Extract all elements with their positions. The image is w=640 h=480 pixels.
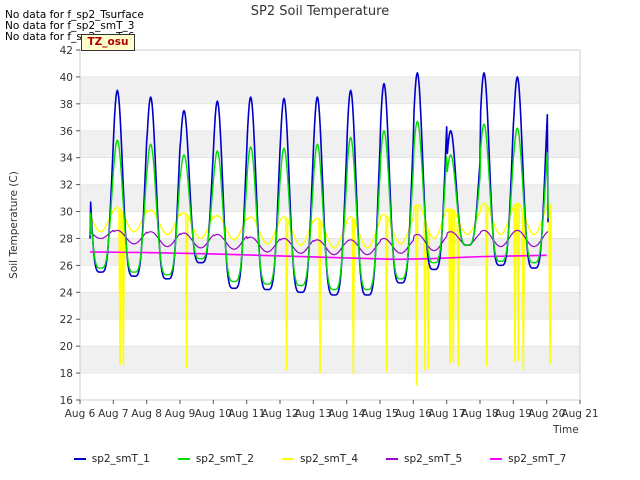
legend-item-smT-2: sp2_smT_2 bbox=[177, 453, 254, 465]
x-tick-label: Aug 18 bbox=[461, 408, 498, 420]
y-tick-label: 28 bbox=[60, 233, 73, 245]
x-tick-label: Aug 6 bbox=[65, 408, 96, 420]
series-dropout-smT-4 bbox=[351, 218, 356, 375]
series-dropout-smT-4 bbox=[513, 204, 517, 363]
y-tick-label: 26 bbox=[60, 260, 74, 272]
series-dropout-smT-4 bbox=[414, 204, 419, 386]
legend-item-smT-1: sp2_smT_1 bbox=[73, 453, 150, 465]
legend-label-smT-5: sp2_smT_5 bbox=[404, 453, 463, 465]
legend-item-smT-7: sp2_smT_7 bbox=[490, 453, 566, 465]
x-tick-label: Aug 13 bbox=[295, 408, 332, 420]
y-tick-label: 30 bbox=[60, 207, 73, 219]
x-tick-label: Aug 20 bbox=[528, 408, 565, 420]
series-dropout-smT-4 bbox=[121, 214, 126, 366]
series-line-smT-7 bbox=[89, 251, 547, 261]
legend: sp2_smT_1 sp2_smT_2 sp2_smT_4 sp2_smT_5 … bbox=[0, 453, 640, 465]
nodata-message-2: No data for f_sp2_smT_3 bbox=[5, 20, 135, 32]
y-tick-label: 22 bbox=[60, 314, 73, 326]
grid-band bbox=[80, 184, 580, 212]
grid-band bbox=[80, 292, 580, 320]
x-tick-label: Aug 12 bbox=[261, 408, 298, 420]
grid-band bbox=[80, 346, 580, 374]
x-tick-label: Aug 17 bbox=[428, 408, 465, 420]
series-dropout-smT-4 bbox=[456, 220, 461, 367]
legend-swatch-smT-4 bbox=[281, 458, 294, 460]
y-tick-label: 32 bbox=[60, 180, 73, 192]
y-tick-label: 20 bbox=[60, 341, 73, 353]
y-tick-label: 40 bbox=[60, 72, 73, 84]
x-tick-label: Aug 9 bbox=[165, 408, 196, 420]
y-tick-label: 24 bbox=[60, 287, 74, 299]
legend-swatch-smT-5 bbox=[386, 458, 399, 460]
nodata-message-1: No data for f_sp2_Tsurface bbox=[5, 9, 144, 21]
series-line-smT-4 bbox=[89, 202, 549, 249]
legend-label-smT-7: sp2_smT_7 bbox=[508, 453, 567, 465]
series-dropout-smT-4 bbox=[184, 214, 189, 368]
y-axis: 16 18 20 22 24 26 28 30 32 34 36 38 40 42 bbox=[60, 45, 80, 407]
x-tick-label: Aug 19 bbox=[495, 408, 532, 420]
legend-swatch-smT-7 bbox=[490, 458, 503, 460]
series-dropout-smT-4 bbox=[426, 230, 431, 370]
x-tick-label: Aug 11 bbox=[228, 408, 265, 420]
y-tick-label: 36 bbox=[60, 126, 74, 138]
legend-label-smT-2: sp2_smT_2 bbox=[195, 453, 254, 465]
legend-label-smT-4: sp2_smT_4 bbox=[299, 453, 359, 465]
x-tick-label: Aug 10 bbox=[195, 408, 232, 420]
grid-bands bbox=[80, 76, 580, 401]
plot-frame bbox=[79, 49, 581, 401]
x-tick-label: Aug 7 bbox=[98, 408, 129, 420]
x-tick-label: Aug 14 bbox=[328, 408, 366, 420]
series-line-smT-2 bbox=[89, 120, 549, 291]
x-tick-label: Aug 8 bbox=[131, 408, 162, 420]
x-axis-label: Time bbox=[553, 424, 579, 436]
timezone-badge: TZ_osu bbox=[81, 34, 135, 51]
legend-item-smT-4: sp2_smT_4 bbox=[281, 453, 359, 465]
grid-band bbox=[80, 76, 580, 104]
y-axis-label: Soil Temperature (C) bbox=[8, 171, 20, 279]
series-lines bbox=[89, 72, 552, 386]
x-tick-label: Aug 21 bbox=[561, 408, 598, 420]
series-dropout-smT-4 bbox=[548, 203, 552, 364]
x-tick-label: Aug 16 bbox=[395, 408, 433, 420]
x-tick-label: Aug 15 bbox=[361, 408, 398, 420]
y-tick-label: 16 bbox=[60, 395, 74, 407]
legend-swatch-smT-1 bbox=[73, 458, 86, 460]
chart-title: SP2 Soil Temperature bbox=[250, 4, 390, 19]
y-tick-label: 42 bbox=[60, 45, 73, 57]
series-dropout-smT-4 bbox=[516, 203, 521, 361]
series-dropout-smT-4 bbox=[484, 205, 489, 367]
grid-band bbox=[80, 130, 580, 158]
series-dropout-smT-4 bbox=[118, 208, 122, 366]
y-tick-label: 18 bbox=[60, 368, 73, 380]
y-tick-label: 38 bbox=[60, 99, 73, 111]
legend-swatch-smT-2 bbox=[177, 458, 190, 460]
legend-label-smT-1: sp2_smT_1 bbox=[91, 453, 150, 465]
legend-item-smT-5: sp2_smT_5 bbox=[386, 453, 462, 465]
y-tick-label: 34 bbox=[60, 153, 74, 165]
